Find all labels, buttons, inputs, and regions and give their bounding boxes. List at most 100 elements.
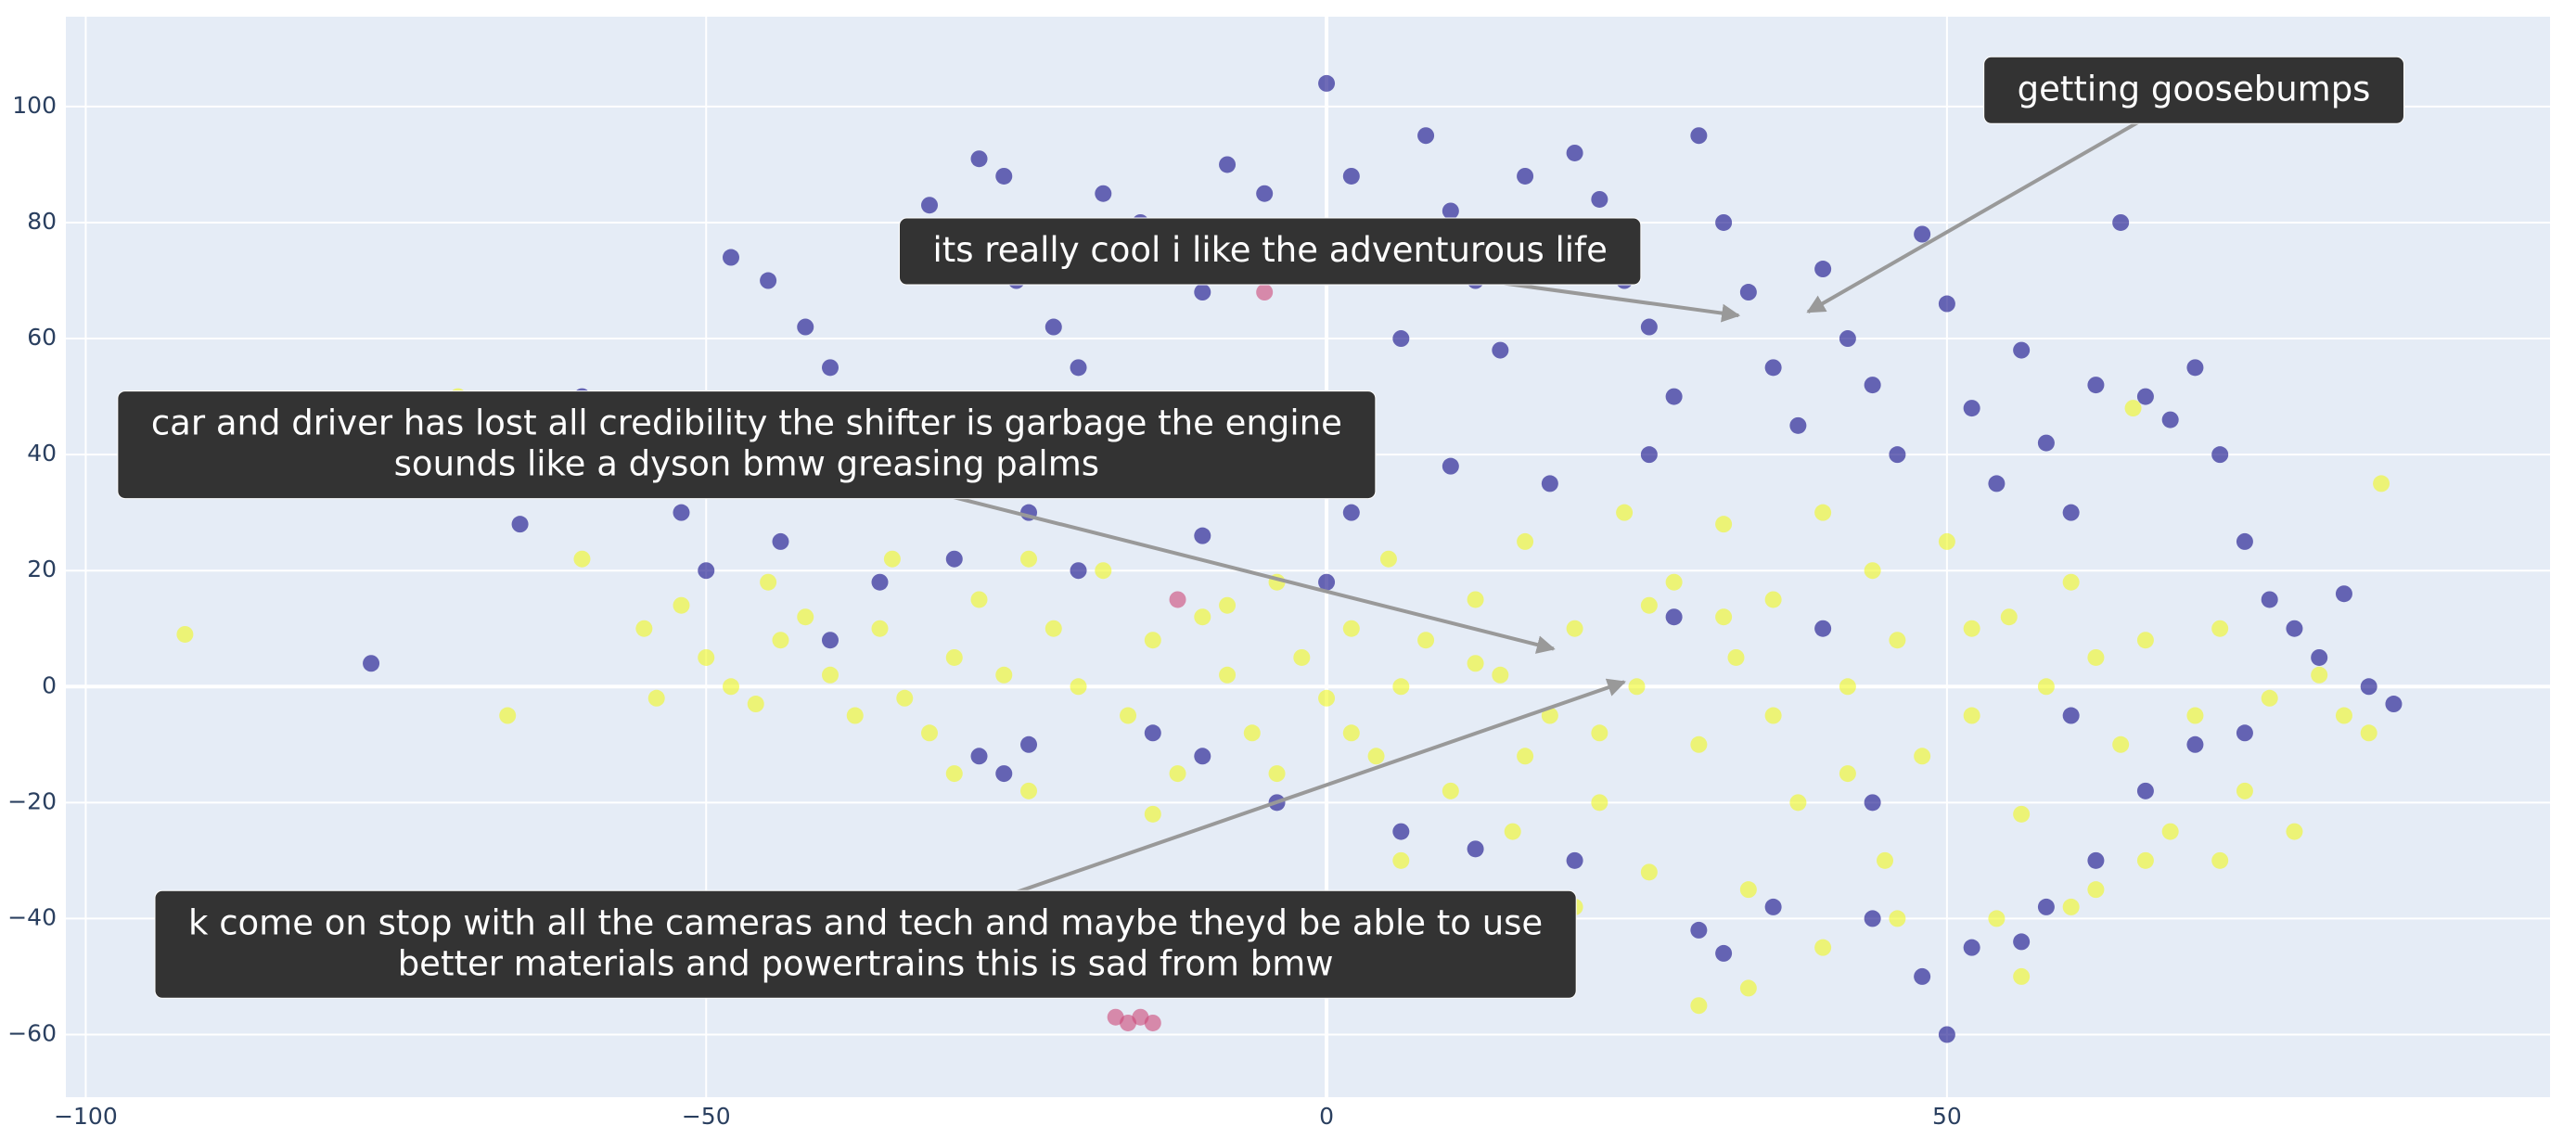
- point: [760, 272, 777, 289]
- point: [1864, 377, 1881, 394]
- point: [2161, 411, 2179, 428]
- point: [1020, 782, 1038, 799]
- point: [1517, 748, 1534, 765]
- point: [176, 625, 194, 643]
- point: [673, 504, 690, 521]
- point: [1864, 562, 1881, 580]
- point: [1120, 1014, 1137, 1031]
- point: [722, 249, 739, 266]
- point: [2062, 504, 2080, 521]
- point: [1640, 596, 1658, 614]
- point: [1963, 939, 1980, 956]
- y-tick-label: −60: [7, 1019, 57, 1046]
- point: [995, 666, 1013, 684]
- annotation-box: [117, 390, 1377, 500]
- point: [822, 632, 839, 649]
- point: [945, 765, 963, 783]
- point: [2037, 434, 2055, 452]
- point: [1417, 127, 1435, 145]
- point: [1517, 532, 1534, 550]
- point: [1988, 910, 2006, 927]
- point: [573, 550, 591, 568]
- y-tick-label: 20: [27, 556, 57, 582]
- point: [1219, 156, 1237, 173]
- point: [1690, 997, 1708, 1015]
- point: [2186, 735, 2204, 753]
- point: [1194, 284, 1211, 301]
- point: [698, 562, 715, 580]
- point: [2311, 666, 2328, 684]
- point: [1963, 707, 1980, 724]
- point: [945, 550, 963, 568]
- point: [995, 765, 1013, 783]
- point: [1318, 689, 1336, 707]
- point: [1541, 707, 1558, 724]
- y-tick-label: 100: [12, 92, 57, 119]
- point: [1194, 608, 1211, 626]
- point: [921, 197, 939, 214]
- point: [1914, 967, 1931, 985]
- point: [2186, 359, 2204, 377]
- point: [1591, 724, 1608, 742]
- y-tick-label: 80: [27, 208, 57, 235]
- point: [2211, 446, 2229, 464]
- point: [2360, 678, 2377, 696]
- point: [1640, 863, 1658, 881]
- point: [1727, 648, 1745, 666]
- point: [2311, 648, 2328, 666]
- point: [499, 707, 517, 724]
- y-tick-label: 0: [42, 671, 57, 698]
- point: [1392, 330, 1410, 348]
- annotation-box: [898, 217, 1642, 286]
- point: [871, 573, 889, 591]
- point: [1988, 475, 2006, 492]
- point: [1889, 910, 1906, 927]
- annotation-arrow: [1806, 88, 2196, 314]
- point: [2261, 689, 2278, 707]
- point: [1392, 851, 1410, 869]
- point: [2385, 696, 2403, 713]
- point: [1963, 400, 1980, 417]
- point: [1107, 1008, 1124, 1026]
- annotation: k come on stop with all the cameras and …: [154, 889, 1577, 999]
- point: [2261, 591, 2278, 608]
- point: [1219, 596, 1237, 614]
- y-tick-label: 60: [27, 324, 57, 351]
- point: [1864, 794, 1881, 812]
- point: [1814, 620, 1832, 637]
- annotation-box: [1983, 56, 2404, 124]
- annotation: its really cool i like the adventurous l…: [898, 217, 1642, 286]
- point: [1467, 840, 1484, 858]
- point: [1293, 648, 1311, 666]
- point: [1963, 620, 1980, 637]
- point: [970, 591, 988, 608]
- point: [822, 666, 839, 684]
- point: [945, 648, 963, 666]
- point: [871, 620, 889, 637]
- point: [1318, 74, 1336, 92]
- point: [1889, 632, 1906, 649]
- point: [1367, 748, 1385, 765]
- annotation-line: better materials and powertrains this is…: [398, 943, 1334, 983]
- point: [1070, 359, 1087, 377]
- point: [635, 620, 653, 637]
- annotation-line: its really cool i like the adventurous l…: [932, 230, 1607, 270]
- point: [760, 573, 777, 591]
- point: [1492, 341, 1509, 359]
- point: [1566, 620, 1583, 637]
- point: [921, 724, 939, 742]
- point: [511, 516, 529, 533]
- point: [647, 689, 665, 707]
- point: [2186, 707, 2204, 724]
- point: [1318, 573, 1336, 591]
- point: [1814, 504, 1832, 521]
- point: [2062, 707, 2080, 724]
- point: [2087, 881, 2105, 899]
- point: [1342, 167, 1360, 185]
- point: [2373, 475, 2390, 492]
- x-tick-label: −100: [54, 1103, 118, 1130]
- x-tick-label: 0: [1319, 1103, 1334, 1130]
- point: [1566, 144, 1583, 161]
- point: [2013, 933, 2031, 951]
- point: [1417, 632, 1435, 649]
